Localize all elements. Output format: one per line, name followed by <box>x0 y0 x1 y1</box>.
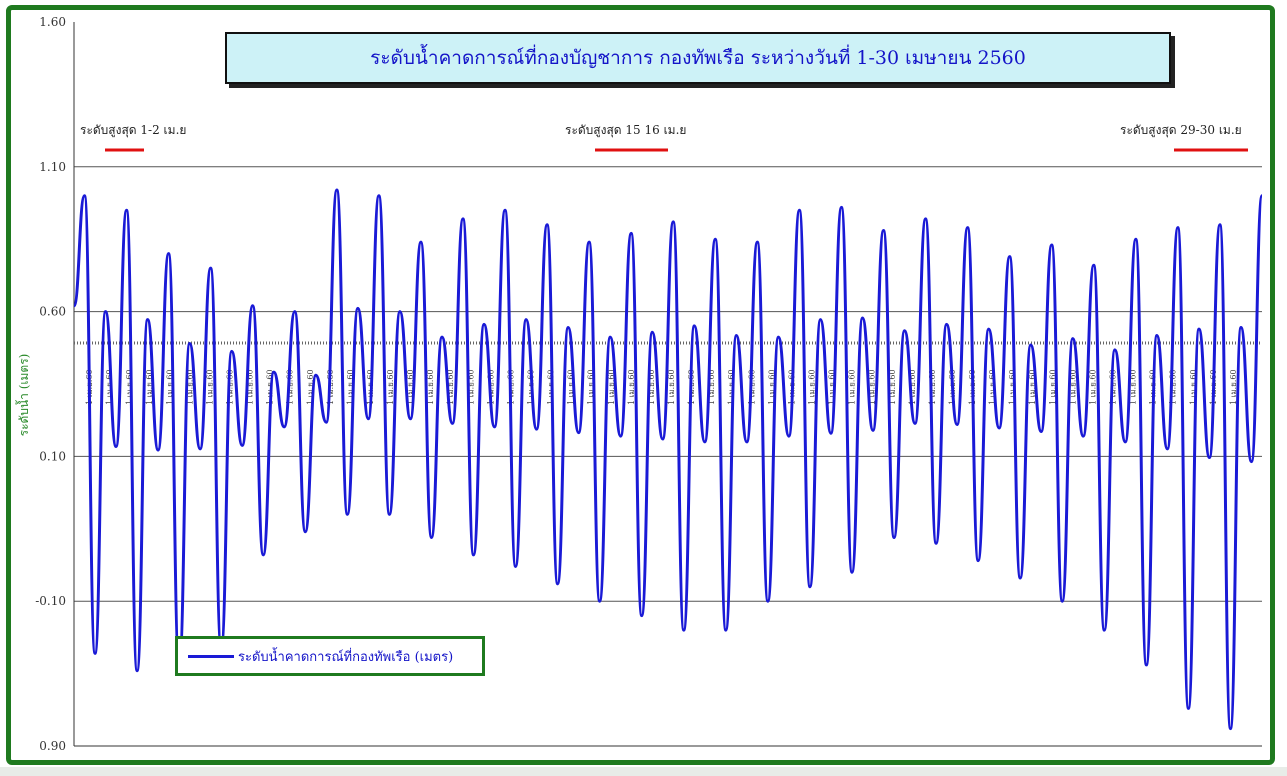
legend-swatch <box>188 654 234 658</box>
x-tick-label: 1 เม.ย.60 <box>607 369 616 405</box>
x-tick-label: 1 เม.ย.60 <box>205 369 214 405</box>
annotation-label: ระดับสูงสุด 29-30 เม.ย <box>1120 123 1242 138</box>
x-tick-label: 1 เม.ย.60 <box>105 369 114 405</box>
x-tick-label: 1 เม.ย.60 <box>246 369 255 405</box>
x-tick-label: 1 เม.ย.60 <box>125 369 134 405</box>
x-tick-label: 1 เม.ย.60 <box>165 369 174 405</box>
tide-series-line <box>72 188 1264 731</box>
x-tick-label: 1 เม.ย.60 <box>466 369 475 405</box>
x-tick-label: 1 เม.ย.60 <box>386 369 395 405</box>
x-tick-label: 1 เม.ย.60 <box>1068 369 1077 405</box>
x-tick-label: 1 เม.ย.60 <box>1129 369 1138 405</box>
x-tick-label: 1 เม.ย.60 <box>988 369 997 405</box>
x-tick-label: 1 เม.ย.60 <box>807 369 816 405</box>
x-tick-label: 1 เม.ย.60 <box>1088 369 1097 405</box>
y-tick-label: 1.10 <box>39 160 66 174</box>
y-tick-label: 0.60 <box>39 305 66 319</box>
x-tick-label: 1 เม.ย.60 <box>185 369 194 405</box>
chart-title-box: ระดับน้ำคาดการณ์ที่กองบัญชาการ กองทัพเรื… <box>225 32 1171 84</box>
bottom-strip <box>0 767 1287 776</box>
x-tick-label: 1 เม.ย.60 <box>567 369 576 405</box>
legend-label: ระดับน้ำคาดการณ์ที่กองทัพเรือ (เมตร) <box>238 649 454 665</box>
x-tick-label: 1 เม.ย.60 <box>868 369 877 405</box>
x-tick-label: 1 เม.ย.60 <box>306 369 315 405</box>
x-tick-label: 1 เม.ย.60 <box>627 369 636 405</box>
x-tick-label: 1 เม.ย.60 <box>286 369 295 405</box>
x-tick-label: 1 เม.ย.60 <box>446 369 455 405</box>
chart-title: ระดับน้ำคาดการณ์ที่กองบัญชาการ กองทัพเรื… <box>370 47 1026 69</box>
x-tick-label: 1 เม.ย.60 <box>828 369 837 405</box>
x-tick-label: 1 เม.ย.60 <box>1189 369 1198 405</box>
x-tick-label: 1 เม.ย.60 <box>707 369 716 405</box>
x-tick-label: 1 เม.ย.60 <box>406 369 415 405</box>
x-tick-label: 1 เม.ย.60 <box>1008 369 1017 405</box>
x-tick-label: 1 เม.ย.60 <box>647 369 656 405</box>
legend: ระดับน้ำคาดการณ์ที่กองทัพเรือ (เมตร) <box>175 636 485 676</box>
y-axis-label: ระดับน้ำ (เมตร) <box>15 354 31 437</box>
x-tick-label: 1 เม.ย.60 <box>1028 369 1037 405</box>
x-tick-label: 1 เม.ย.60 <box>667 369 676 405</box>
x-tick-label: 1 เม.ย.60 <box>346 369 355 405</box>
x-tick-label: 1 เม.ย.60 <box>145 369 154 405</box>
x-tick-label: 1 เม.ย.60 <box>908 369 917 405</box>
x-tick-label: 1 เม.ย.60 <box>1169 369 1178 405</box>
annotation-label: ระดับสูงสุด 1-2 เม.ย <box>80 123 186 138</box>
x-tick-label: 1 เม.ย.60 <box>1048 369 1057 405</box>
x-tick-label: 1 เม.ย.60 <box>767 369 776 405</box>
x-tick-label: 1 เม.ย.60 <box>587 369 596 405</box>
y-tick-label: 0.10 <box>39 449 66 463</box>
x-tick-label: 1 เม.ย.60 <box>426 369 435 405</box>
y-tick-label: 1.60 <box>39 15 66 29</box>
x-tick-label: 1 เม.ย.60 <box>848 369 857 405</box>
annotation-label: ระดับสูงสุด 15 16 เม.ย <box>565 123 686 138</box>
y-tick-label: -0.10 <box>35 594 66 608</box>
x-tick-label: 1 เม.ย.60 <box>1229 369 1238 405</box>
y-tick-label: 0.90 <box>39 739 66 753</box>
x-tick-label: 1 เม.ย.60 <box>888 369 897 405</box>
